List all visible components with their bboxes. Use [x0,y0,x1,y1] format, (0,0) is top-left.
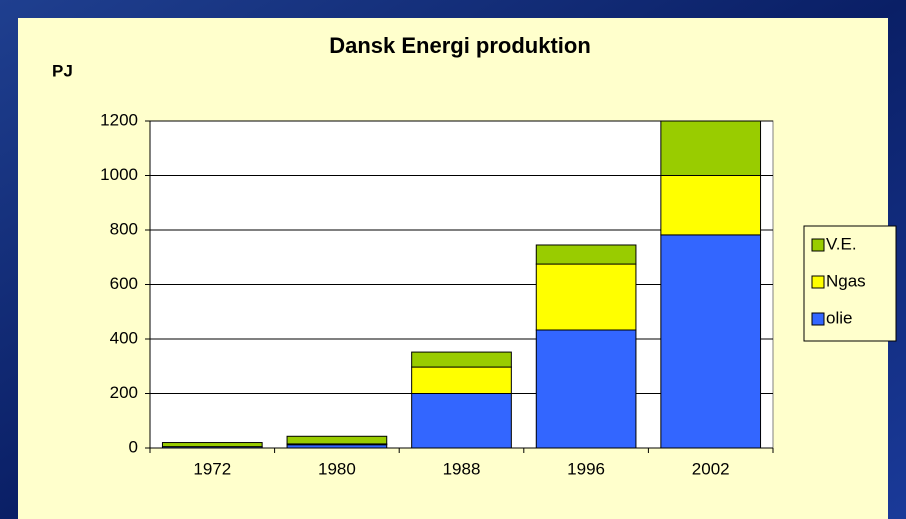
bar-segment [535,244,637,265]
x-tick-label: 1972 [193,459,231,478]
bar-segment [411,393,512,449]
x-tick-label: 1996 [567,459,605,478]
bar-segment [161,442,263,448]
bar-segment [411,366,512,395]
legend-label: olie [826,308,852,327]
legend-swatch [811,312,825,326]
bar-segment [286,435,388,445]
legend-swatch [811,275,825,289]
x-tick-label: 1980 [318,459,356,478]
legend-label: V.E. [826,234,857,253]
legend-swatch [811,238,825,252]
bar-segment [660,175,762,236]
y-tick-label: 400 [110,328,138,347]
bar-segment [535,329,637,449]
y-tick-label: 200 [110,383,138,402]
chart-title: Dansk Energi produktion [329,33,591,58]
y-axis-label: PJ [52,61,73,80]
legend-label: Ngas [826,271,866,290]
x-tick-label: 2002 [692,459,730,478]
bar-segment [660,234,762,449]
bar-segment [535,263,637,331]
y-tick-label: 1000 [100,165,138,184]
y-tick-label: 0 [129,437,138,456]
bar-segment [660,120,762,176]
x-tick-label: 1988 [443,459,481,478]
bar-segment [411,351,512,368]
y-tick-label: 800 [110,219,138,238]
y-tick-label: 600 [110,274,138,293]
y-tick-label: 1200 [100,110,138,129]
